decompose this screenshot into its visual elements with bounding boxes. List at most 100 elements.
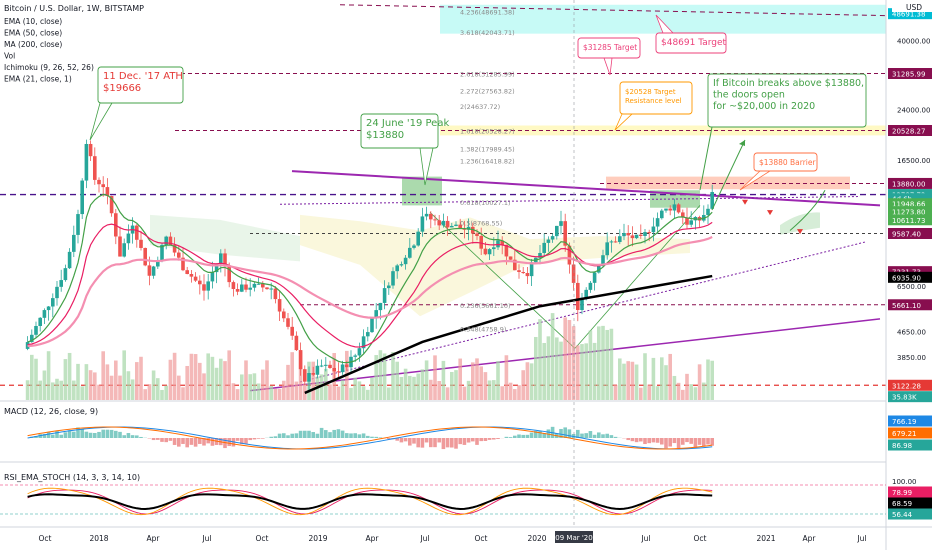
- macd-histogram-bar: [118, 431, 122, 438]
- indicator-label: EMA (50, close): [4, 29, 62, 38]
- down-arrow-icon: [797, 229, 803, 235]
- candle-body: [353, 355, 357, 357]
- volume-bar: [214, 367, 219, 400]
- candle-body: [622, 233, 626, 237]
- volume-bar: [420, 369, 425, 400]
- main-price-pane[interactable]: [0, 0, 886, 400]
- macd-histogram-bar: [483, 438, 488, 441]
- macd-histogram-bar: [508, 437, 513, 438]
- macd-histogram-bar: [114, 430, 118, 438]
- time-tick: Jul: [419, 534, 429, 543]
- macd-marker-text: 679.21: [892, 430, 917, 438]
- candle-body: [567, 245, 572, 265]
- macd-histogram-bar: [63, 432, 68, 438]
- candle-body: [59, 280, 63, 287]
- candle-body: [324, 364, 328, 366]
- candle-body: [168, 236, 173, 246]
- time-tick: 2019: [308, 534, 327, 543]
- candle-body: [689, 220, 693, 225]
- candle-body: [118, 236, 122, 257]
- volume-bar: [382, 353, 387, 400]
- time-tick: Oct: [475, 534, 488, 543]
- volume-bar: [702, 382, 706, 400]
- volume-bar: [63, 359, 68, 400]
- macd-histogram-bar: [664, 438, 668, 449]
- rsi-marker: [888, 508, 932, 520]
- candle-body: [559, 221, 563, 226]
- macd-histogram-bar: [475, 438, 479, 445]
- volume-bar: [597, 326, 601, 400]
- macd-histogram-bar: [630, 438, 635, 442]
- fib-label: 0.236(5661.10): [460, 302, 511, 310]
- volume-bar: [265, 360, 269, 400]
- candle-body: [319, 365, 324, 367]
- candle-body: [269, 288, 273, 290]
- candle-body: [420, 216, 425, 232]
- candle-body: [97, 179, 101, 185]
- macd-histogram-bar: [437, 438, 441, 443]
- barrier-13880-band: [606, 176, 850, 190]
- macd-histogram-bar: [156, 438, 160, 440]
- candle-body: [412, 245, 416, 248]
- macd-histogram-bar: [609, 435, 614, 438]
- candle-body: [580, 297, 584, 310]
- macd-histogram-bar: [46, 431, 51, 438]
- volume-bar: [634, 364, 639, 400]
- macd-histogram-bar: [454, 438, 458, 449]
- fib-labels: 4.236(48691.38) 3.618(42043.71) 2.618(3128…: [460, 8, 515, 333]
- volume-bar: [181, 387, 185, 400]
- candle-body: [471, 226, 475, 234]
- candle-body: [437, 220, 441, 226]
- volume-bar: [668, 353, 672, 400]
- macd-histogram-bar: [399, 438, 404, 443]
- volume-bar: [273, 388, 278, 400]
- macd-histogram-bar: [151, 438, 156, 441]
- volume-bar: [118, 375, 122, 400]
- macd-histogram-bar: [105, 429, 110, 438]
- callout-box: [753, 152, 818, 172]
- candle-body: [248, 287, 252, 290]
- volume-bar: [660, 357, 664, 400]
- macd-histogram-bar: [51, 434, 55, 438]
- candle-body: [487, 249, 492, 255]
- volume-bar: [84, 364, 89, 400]
- macd-histogram-bar: [185, 438, 189, 448]
- macd-histogram-bar: [332, 429, 336, 438]
- highlight-bands: [150, 4, 886, 317]
- fib-label: 0.618(10027.1): [460, 199, 511, 207]
- candle-body: [387, 285, 391, 289]
- candle-body: [156, 260, 160, 267]
- time-tick: Jul: [856, 534, 866, 543]
- ma-200-line: [304, 274, 713, 395]
- macd-histogram-bar: [672, 438, 677, 444]
- macd-histogram-bar: [651, 438, 656, 443]
- volume-bar: [571, 326, 576, 400]
- macd-histogram-bar: [521, 434, 525, 438]
- callout-pointer: [699, 126, 713, 191]
- macd-histogram-bar: [282, 433, 286, 438]
- candle-body: [685, 217, 689, 225]
- volume-bar: [433, 355, 437, 400]
- volume-bar: [408, 375, 412, 400]
- candle-body: [214, 264, 219, 273]
- candle-body: [466, 226, 471, 230]
- candle-body: [290, 326, 294, 336]
- volume-bar: [370, 377, 374, 400]
- candle-body: [63, 268, 68, 281]
- volume-bar: [613, 385, 618, 400]
- volume-bar: [450, 371, 454, 400]
- macd-histogram-bar: [210, 438, 215, 446]
- macd-histogram-bar: [542, 433, 546, 438]
- macd-histogram-bar: [395, 438, 399, 441]
- candle-body: [252, 283, 257, 288]
- volume-bar: [46, 351, 51, 400]
- price-marker-text: 35.83K: [892, 394, 917, 402]
- macd-histogram-bar: [660, 438, 664, 445]
- volume-bar: [429, 379, 433, 400]
- macd-histogram-bar: [597, 432, 601, 438]
- macd-histogram-bar: [261, 438, 265, 439]
- macd-histogram-bar: [164, 438, 168, 443]
- currency-badge[interactable]: USD: [906, 3, 922, 12]
